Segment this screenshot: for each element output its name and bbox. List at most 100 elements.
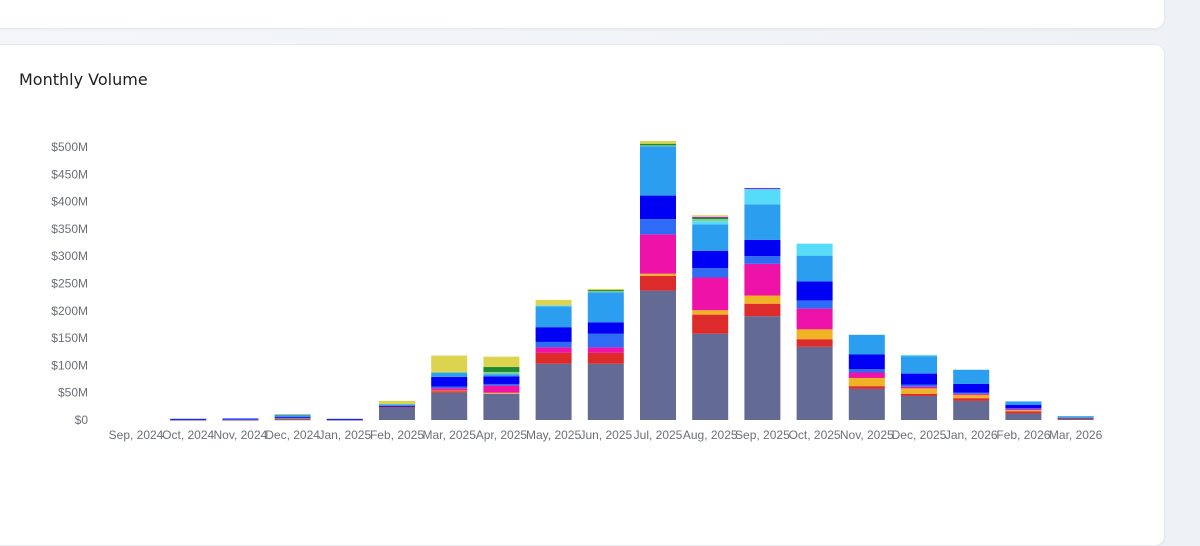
bar-segment[interactable]	[744, 263, 781, 296]
bar-segment[interactable]	[692, 221, 729, 225]
bar-segment[interactable]	[535, 299, 572, 306]
bar-segment[interactable]	[901, 384, 937, 387]
bar-segment[interactable]	[587, 288, 624, 291]
bar-segment[interactable]	[274, 418, 311, 420]
bar-segment[interactable]	[274, 416, 311, 418]
bar-segment[interactable]	[587, 363, 624, 420]
bar-segment[interactable]	[274, 413, 311, 415]
bar-segment[interactable]	[535, 341, 572, 348]
bar-segment[interactable]	[431, 376, 468, 387]
bar-segment[interactable]	[901, 386, 937, 389]
bar-segment[interactable]	[744, 256, 781, 264]
bar-segment[interactable]	[953, 398, 990, 401]
bar-segment[interactable]	[483, 393, 520, 420]
bar-segment[interactable]	[901, 393, 937, 396]
bar-segment[interactable]	[379, 405, 415, 407]
bar-segment[interactable]	[1005, 409, 1042, 411]
bar-segment[interactable]	[1005, 410, 1042, 412]
bar-segment[interactable]	[431, 390, 468, 392]
bar-segment[interactable]	[483, 392, 520, 394]
bar-segment[interactable]	[1005, 411, 1042, 414]
bar-segment[interactable]	[848, 372, 885, 378]
bar-segment[interactable]	[692, 333, 729, 420]
bar-segment[interactable]	[640, 140, 676, 144]
bar-segment[interactable]	[848, 377, 885, 387]
bar-segment[interactable]	[587, 292, 624, 323]
bar-segment[interactable]	[1005, 401, 1042, 405]
bar-segment[interactable]	[744, 295, 781, 304]
bar-segment[interactable]	[640, 273, 676, 276]
bar-segment[interactable]	[796, 300, 833, 309]
bar-segment[interactable]	[587, 333, 624, 348]
bar-segment[interactable]	[431, 392, 468, 420]
bar-segment[interactable]	[431, 391, 468, 393]
bar-segment[interactable]	[640, 234, 676, 274]
bar-segment[interactable]	[692, 268, 729, 278]
bar-segment[interactable]	[848, 386, 885, 389]
bar-segment[interactable]	[1005, 413, 1042, 420]
bar-segment[interactable]	[1005, 407, 1042, 410]
bar-segment[interactable]	[796, 329, 833, 340]
bar-segment[interactable]	[326, 418, 363, 420]
bar-segment[interactable]	[744, 316, 781, 420]
bar-segment[interactable]	[431, 371, 468, 374]
bar-segment[interactable]	[744, 189, 781, 205]
bar-segment[interactable]	[535, 305, 572, 307]
bar-segment[interactable]	[953, 394, 990, 399]
bar-segment[interactable]	[483, 383, 520, 386]
bar-segment[interactable]	[692, 310, 729, 315]
bar-segment[interactable]	[587, 322, 624, 334]
bar-segment[interactable]	[483, 356, 520, 368]
bar-segment[interactable]	[483, 367, 520, 372]
bar-segment[interactable]	[379, 400, 415, 405]
bar-segment[interactable]	[640, 275, 676, 291]
bar-segment[interactable]	[535, 327, 572, 342]
bar-segment[interactable]	[640, 145, 676, 147]
bar-segment[interactable]	[1057, 417, 1094, 419]
bar-segment[interactable]	[274, 414, 311, 417]
bar-segment[interactable]	[587, 347, 624, 353]
bar-segment[interactable]	[796, 339, 833, 347]
bar-segment[interactable]	[587, 352, 624, 364]
bar-segment[interactable]	[274, 418, 311, 420]
bar-segment[interactable]	[901, 356, 937, 374]
bar-segment[interactable]	[274, 419, 311, 421]
bar-segment[interactable]	[274, 417, 311, 419]
bar-segment[interactable]	[431, 386, 468, 389]
bar-segment[interactable]	[535, 306, 572, 328]
bar-segment[interactable]	[1057, 416, 1094, 418]
bar-segment[interactable]	[640, 146, 676, 196]
bar-segment[interactable]	[692, 224, 729, 251]
bar-segment[interactable]	[744, 187, 781, 190]
bar-segment[interactable]	[692, 219, 729, 222]
bar-segment[interactable]	[692, 215, 729, 217]
bar-segment[interactable]	[640, 290, 676, 420]
bar-segment[interactable]	[483, 376, 520, 384]
bar-segment[interactable]	[692, 250, 729, 269]
bar-segment[interactable]	[431, 388, 468, 391]
bar-segment[interactable]	[796, 281, 833, 301]
bar-segment[interactable]	[848, 369, 885, 373]
bar-segment[interactable]	[222, 419, 259, 421]
bar-segment[interactable]	[640, 219, 676, 235]
bar-segment[interactable]	[848, 388, 885, 420]
bar-segment[interactable]	[953, 400, 990, 420]
bar-segment[interactable]	[796, 346, 833, 420]
bar-segment[interactable]	[796, 243, 833, 256]
bar-segment[interactable]	[744, 239, 781, 257]
bar-segment[interactable]	[483, 371, 520, 375]
bar-segment[interactable]	[692, 216, 729, 218]
bar-segment[interactable]	[953, 369, 990, 384]
bar-segment[interactable]	[170, 418, 207, 420]
bar-segment[interactable]	[953, 392, 990, 394]
bar-segment[interactable]	[744, 303, 781, 317]
bar-segment[interactable]	[796, 308, 833, 330]
bar-segment[interactable]	[848, 334, 885, 355]
bar-segment[interactable]	[901, 355, 937, 357]
bar-segment[interactable]	[953, 383, 990, 393]
bar-segment[interactable]	[379, 406, 415, 420]
bar-segment[interactable]	[692, 314, 729, 334]
bar-segment[interactable]	[901, 373, 937, 385]
bar-segment[interactable]	[901, 388, 937, 394]
bar-segment[interactable]	[483, 385, 520, 393]
